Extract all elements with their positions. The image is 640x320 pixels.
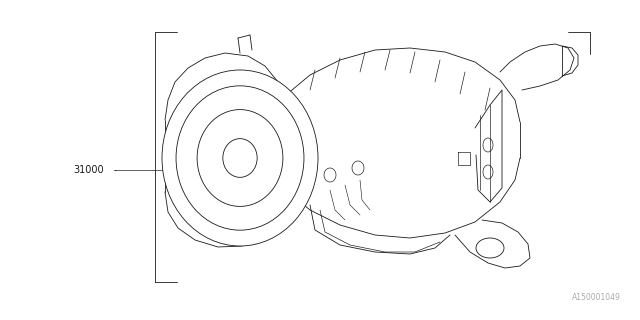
Ellipse shape [352,161,364,175]
Ellipse shape [476,238,504,258]
Ellipse shape [223,139,257,177]
Ellipse shape [162,70,318,246]
Ellipse shape [197,109,283,206]
Ellipse shape [483,165,493,179]
Ellipse shape [483,138,493,152]
Text: A150001049: A150001049 [572,293,621,302]
Text: 31000: 31000 [74,164,104,175]
Ellipse shape [176,86,304,230]
Ellipse shape [324,168,336,182]
